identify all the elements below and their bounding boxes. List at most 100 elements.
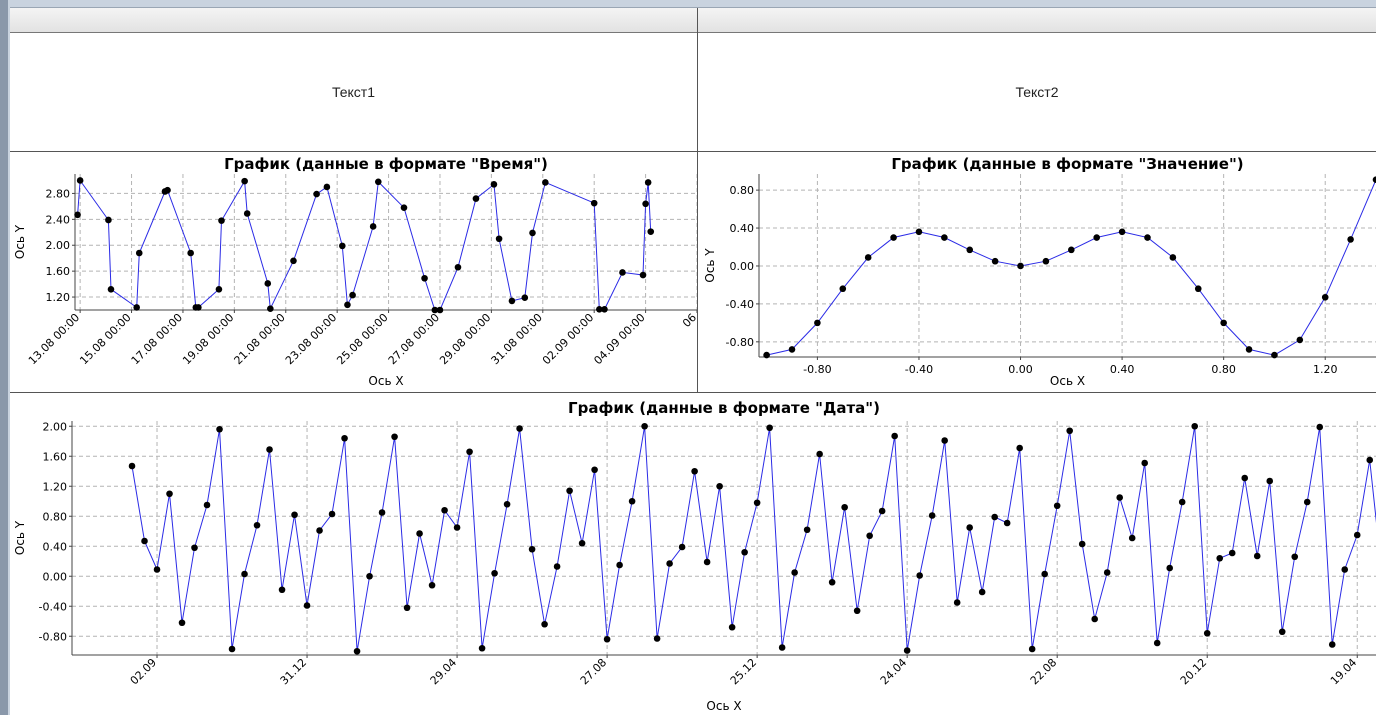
chart2-point-87: [1216, 554, 1224, 562]
chart0-point-10: [195, 304, 202, 311]
chart2-point-99: [1366, 456, 1374, 464]
chart2-point-64: [928, 512, 936, 519]
column-divider: [697, 8, 698, 393]
chart2-xtick-label-6: 22.08: [1028, 656, 1059, 687]
window-top-border: [0, 0, 1376, 8]
chart2-point-57: [841, 503, 848, 511]
table-header-col2[interactable]: [698, 8, 1376, 33]
chart2-ytick-label-2: 0.00: [43, 570, 68, 583]
chart2-point-32: [528, 545, 536, 553]
chart0-point-37: [590, 199, 598, 207]
chart0-point-21: [344, 301, 351, 309]
chart1-y-label: Ось Y: [703, 248, 717, 283]
text-cell-2-label: Текст2: [1015, 84, 1059, 100]
chart0-point-36: [542, 179, 549, 186]
chart2-point-65: [941, 437, 948, 444]
chart1-xtick-label-5: 1.20: [1313, 363, 1338, 376]
chart2-point-68: [978, 588, 986, 596]
row-divider: [10, 392, 1376, 393]
chart2-point-96: [1328, 641, 1336, 648]
chart2-point-67: [966, 524, 973, 531]
chart2-point-21: [391, 433, 398, 441]
chart0-xtick-label-8: 29.08 00:00: [437, 311, 493, 367]
chart2-point-70: [1003, 519, 1011, 527]
chart2-point-42: [653, 635, 661, 642]
chart2-point-98: [1353, 531, 1361, 539]
chart2-point-44: [678, 543, 686, 551]
chart2-point-79: [1116, 494, 1124, 501]
chart2-ytick-label-4: 0.80: [43, 510, 68, 523]
chart2-point-16: [328, 510, 336, 518]
chart2-point-74: [1053, 502, 1061, 510]
chart1-point-0: [763, 351, 770, 359]
chart1-point-12: [1068, 246, 1075, 254]
chart0-point-42: [642, 200, 649, 208]
chart2-point-61: [891, 432, 898, 440]
chart0-point-3: [107, 285, 115, 293]
chart2-point-5: [191, 544, 198, 552]
text-cell-1: Текст1: [10, 33, 697, 152]
chart2-point-34: [553, 563, 561, 570]
chart0-point-19: [323, 183, 331, 191]
chart2-point-83: [1166, 564, 1174, 572]
chart2-point-71: [1016, 444, 1023, 452]
chart2-point-43: [666, 560, 673, 567]
chart2-ytick-label-0: -0.80: [39, 630, 67, 643]
value-format-chart: -0.80 -0.40 0.00 0.40 0.80 -0.80 -0.40 0.00 0.40…: [703, 155, 1376, 388]
chart2-point-46: [703, 558, 711, 566]
chart0-point-31: [490, 181, 498, 188]
table-header-col1[interactable]: [10, 8, 698, 33]
chart2-xtick-label-2: 29.04: [428, 656, 459, 687]
chart1-point-14: [1118, 228, 1126, 236]
chart2-point-11: [266, 446, 273, 453]
chart0-point-16: [267, 305, 274, 313]
chart2-point-91: [1266, 477, 1274, 485]
chart2-point-56: [828, 578, 836, 586]
chart2-point-26: [453, 524, 461, 531]
text-cell-2: Текст2: [698, 33, 1376, 152]
chart2-point-22: [403, 604, 411, 612]
chart2-point-75: [1066, 427, 1073, 435]
chart2-point-20: [378, 509, 386, 516]
chart0-ytick-label-3: 2.40: [46, 213, 71, 226]
chart2-point-31: [516, 425, 523, 432]
chart2-point-4: [178, 619, 186, 627]
chart2-point-90: [1253, 552, 1261, 560]
chart2-ytick-label-3: 0.40: [43, 540, 68, 553]
chart2-point-88: [1228, 549, 1236, 557]
chart2-point-25: [441, 506, 448, 514]
chart2-point-37: [591, 466, 598, 474]
chart2-xtick-label-1: 31.12: [278, 656, 309, 687]
chart2-point-17: [341, 434, 348, 442]
chart0-xtick-label-4: 21.08 00:00: [232, 311, 288, 367]
chart1-x-label: Ось X: [1050, 374, 1085, 388]
chart2-point-3: [166, 490, 173, 498]
chart2-point-14: [303, 602, 311, 609]
chart0-point-8: [187, 249, 194, 257]
chart0-point-13: [241, 177, 248, 185]
chart0-ytick-label-2: 2.00: [46, 239, 71, 252]
chart0-point-2: [105, 216, 112, 224]
chart2-xtick-label-5: 24.04: [878, 656, 909, 687]
chart2-xtick-label-0: 02.09: [128, 656, 159, 687]
chart2-point-59: [866, 532, 873, 540]
chart2-xtick-label-4: 25.12: [728, 656, 759, 687]
chart1-point-23: [1347, 236, 1354, 243]
chart1-ytick-label-3: 0.40: [730, 222, 755, 235]
chart2-point-72: [1028, 645, 1036, 653]
chart2-point-51: [766, 424, 773, 432]
chart2-ytick-label-7: 2.00: [43, 420, 68, 433]
chart2-point-1: [141, 537, 148, 545]
chart0-point-43: [644, 179, 652, 186]
chart2-point-45: [691, 467, 698, 475]
chart1-point-10: [1017, 262, 1024, 270]
chart0-point-28: [436, 306, 444, 314]
chart1-point-24: [1372, 176, 1376, 183]
chart2-point-85: [1191, 422, 1199, 430]
chart0-xtick-label-5: 23.08 00:00: [283, 311, 339, 367]
chart2-point-97: [1341, 566, 1349, 573]
chart0-point-33: [508, 297, 516, 305]
chart2-point-47: [716, 482, 723, 490]
chart2-point-78: [1103, 569, 1111, 576]
chart0-point-15: [264, 280, 272, 287]
